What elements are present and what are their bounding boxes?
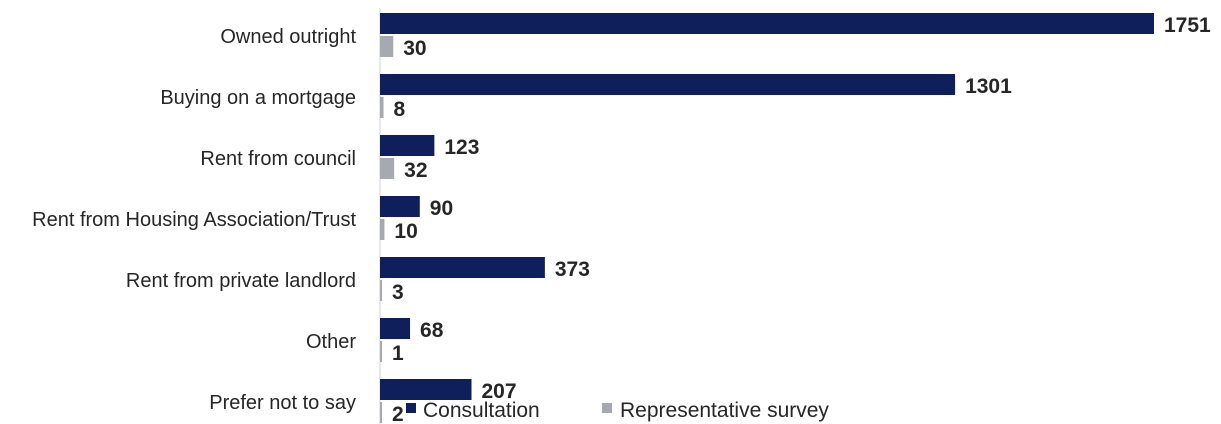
category-label-rent-from-housing-association-trust: Rent from Housing Association/Trust <box>32 209 356 231</box>
category-label-other: Other <box>306 331 356 353</box>
data-label-consultation-owned-outright: 1751 <box>1164 14 1211 37</box>
data-label-representative-survey-owned-outright: 30 <box>403 37 426 60</box>
data-label-representative-survey-rent-from-housing-association-trust: 10 <box>394 220 417 243</box>
bars <box>380 13 1154 423</box>
bar-representative-survey-buying-on-a-mortgage <box>380 97 384 118</box>
data-label-consultation-buying-on-a-mortgage: 1301 <box>965 75 1012 98</box>
category-label-buying-on-a-mortgage: Buying on a mortgage <box>160 87 356 109</box>
data-label-consultation-prefer-not-to-say: 207 <box>482 380 517 403</box>
data-label-consultation-other: 68 <box>420 319 444 342</box>
legend: Consultation Representative survey <box>406 399 829 422</box>
data-label-representative-survey-rent-from-private-landlord: 3 <box>392 281 404 304</box>
data-label-representative-survey-rent-from-council: 32 <box>404 159 427 182</box>
bar-consultation-rent-from-council <box>380 135 435 156</box>
data-label-representative-survey-prefer-not-to-say: 2 <box>392 403 404 424</box>
bar-representative-survey-prefer-not-to-say <box>380 402 382 423</box>
category-labels: Owned outright Buying on a mortgage Rent f… <box>32 26 356 414</box>
bar-consultation-owned-outright <box>380 13 1154 34</box>
legend-label-representative-survey: Representative survey <box>620 399 829 422</box>
category-label-rent-from-private-landlord: Rent from private landlord <box>126 270 356 292</box>
legend-swatch-consultation <box>406 403 416 413</box>
bar-representative-survey-rent-from-private-landlord <box>380 280 382 301</box>
bar-consultation-buying-on-a-mortgage <box>380 74 956 95</box>
data-label-consultation-rent-from-council: 123 <box>444 136 479 159</box>
bar-representative-survey-rent-from-housing-association-trust <box>380 219 385 240</box>
bar-consultation-other <box>380 318 411 339</box>
bar-representative-survey-other <box>380 341 382 362</box>
bar-representative-survey-owned-outright <box>380 36 394 57</box>
legend-swatch-representative-survey <box>602 403 612 413</box>
bar-consultation-prefer-not-to-say <box>380 379 472 400</box>
category-label-owned-outright: Owned outright <box>220 26 356 48</box>
category-label-prefer-not-to-say: Prefer not to say <box>209 392 356 414</box>
bar-consultation-rent-from-housing-association-trust <box>380 196 420 217</box>
bar-representative-survey-rent-from-council <box>380 158 395 179</box>
category-label-rent-from-council: Rent from council <box>200 148 356 170</box>
bar-consultation-rent-from-private-landlord <box>380 257 545 278</box>
data-label-representative-survey-other: 1 <box>392 342 404 365</box>
data-label-representative-survey-buying-on-a-mortgage: 8 <box>394 98 406 121</box>
legend-label-consultation: Consultation <box>423 399 540 422</box>
data-label-consultation-rent-from-housing-association-trust: 90 <box>430 197 453 220</box>
data-label-consultation-rent-from-private-landlord: 373 <box>555 258 590 281</box>
